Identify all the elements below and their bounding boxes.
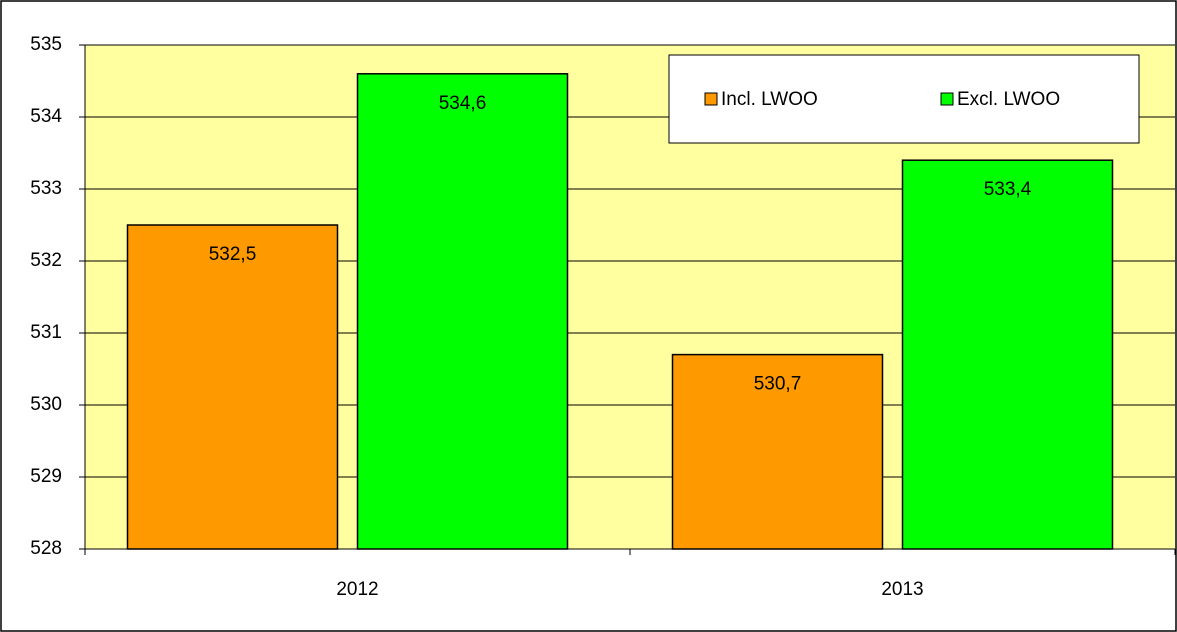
data-label: 533,4 bbox=[984, 179, 1032, 200]
bar bbox=[126, 224, 339, 550]
x-tick-label: 2012 bbox=[336, 579, 378, 600]
y-tick-label: 534 bbox=[30, 106, 62, 127]
bar bbox=[671, 353, 884, 550]
y-tick-label: 535 bbox=[30, 34, 62, 55]
legend: Incl. LWOO Excl. LWOO bbox=[668, 54, 1140, 144]
y-tick-label: 529 bbox=[30, 466, 62, 487]
y-tick-label: 532 bbox=[30, 250, 62, 271]
legend-label: Incl. LWOO bbox=[721, 89, 818, 110]
data-label: 532,5 bbox=[209, 244, 257, 265]
data-label: 534,6 bbox=[439, 93, 487, 114]
y-tick-label: 528 bbox=[30, 538, 62, 559]
x-tick-label: 2013 bbox=[881, 579, 923, 600]
y-tick-label: 530 bbox=[30, 394, 62, 415]
y-tick-label: 533 bbox=[30, 178, 62, 199]
legend-box bbox=[668, 54, 1140, 144]
legend-label: Excl. LWOO bbox=[957, 89, 1060, 110]
legend-swatch bbox=[704, 92, 718, 106]
bar bbox=[356, 73, 569, 550]
y-tick-label: 531 bbox=[30, 322, 62, 343]
bar bbox=[901, 159, 1114, 550]
legend-swatch bbox=[940, 92, 954, 106]
data-label: 530,7 bbox=[754, 374, 802, 395]
